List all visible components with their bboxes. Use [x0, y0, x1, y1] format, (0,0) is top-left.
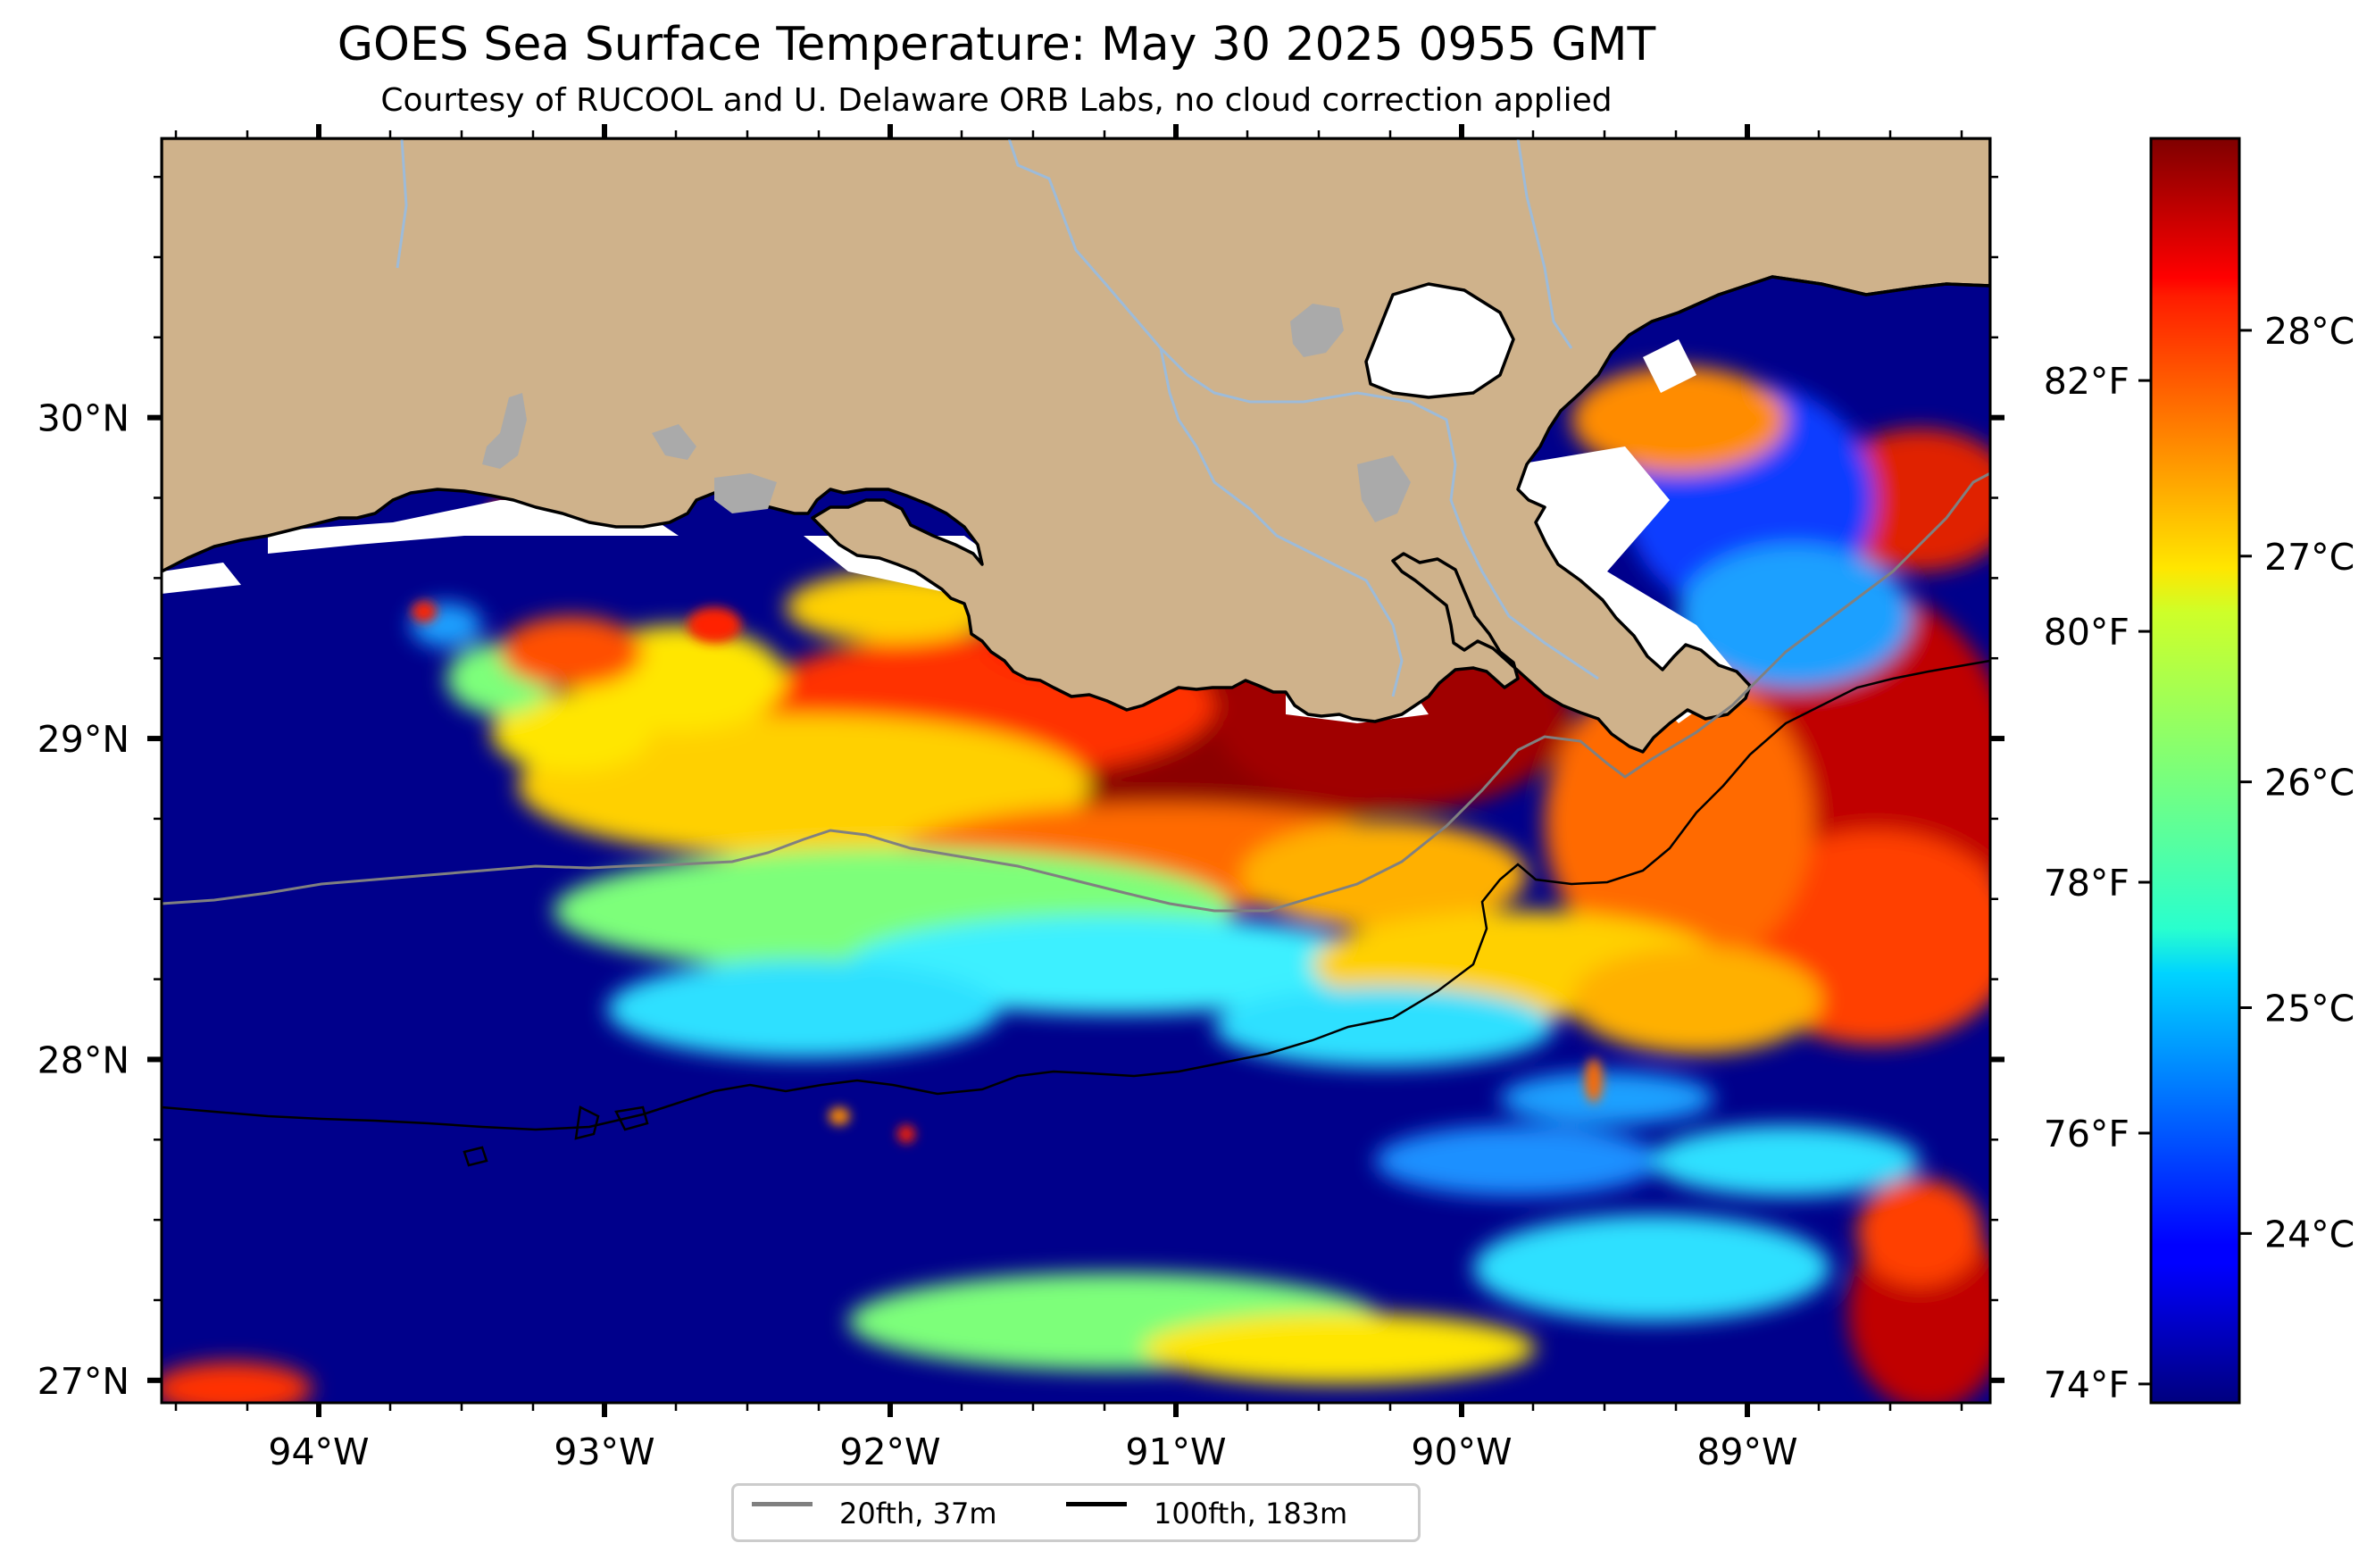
- fahrenheit-tick-label: 78°F: [2044, 862, 2129, 905]
- legend-line-20fth: [752, 1502, 813, 1506]
- legend-line-100fth: [1066, 1502, 1127, 1506]
- sst-map: [162, 138, 1990, 1403]
- map-frame: [160, 137, 1992, 1405]
- lon-tick-label: 92°W: [839, 1430, 940, 1473]
- lon-tick-label: 91°W: [1125, 1430, 1226, 1473]
- fahrenheit-tick-label: 82°F: [2044, 360, 2129, 403]
- celsius-tick-label: 28°C: [2264, 310, 2354, 353]
- lake-pontchartrain-area: [1364, 282, 1515, 399]
- axis-ticks: [147, 124, 2004, 1417]
- isobath-100fth: [162, 659, 1990, 1167]
- fahrenheit-tick-label: 76°F: [2044, 1113, 2129, 1155]
- lon-tick-label: 89°W: [1696, 1430, 1797, 1473]
- fahrenheit-tick-label: 74°F: [2044, 1364, 2129, 1406]
- lon-tick-label: 90°W: [1411, 1430, 1512, 1473]
- legend-label-20fth: 20fth, 37m: [839, 1497, 997, 1530]
- coastline-louisiana: [162, 138, 1990, 754]
- colorbar-gradient: [2149, 137, 2241, 1405]
- fahrenheit-ticks: 74°F 76°F 78°F 80°F 82°F: [2044, 360, 2151, 1406]
- isobath-20fth: [162, 471, 1990, 913]
- legend-label-100fth: 100fth, 183m: [1154, 1497, 1348, 1530]
- lat-tick-label: 30°N: [38, 397, 129, 440]
- celsius-tick-label: 24°C: [2264, 1213, 2354, 1255]
- map-subtitle: Courtesy of RUCOOL and U. Delaware ORB L…: [380, 82, 1613, 119]
- fahrenheit-tick-label: 80°F: [2044, 611, 2129, 654]
- celsius-tick-label: 25°C: [2264, 988, 2354, 1030]
- longitude-labels: 94°W 93°W 92°W 91°W 90°W 89°W: [268, 1430, 1797, 1473]
- lon-tick-label: 93°W: [554, 1430, 654, 1473]
- lat-tick-label: 29°N: [38, 718, 129, 761]
- celsius-tick-label: 27°C: [2264, 536, 2354, 579]
- lat-tick-label: 27°N: [38, 1360, 129, 1403]
- rivers: [396, 138, 1599, 697]
- lakes: [482, 304, 1411, 522]
- celsius-tick-label: 26°C: [2264, 762, 2354, 805]
- colorbar: 24°C 25°C 26°C 27°C 28°C 74°F 76°F 78°F 80°F 82°…: [2044, 137, 2354, 1406]
- isobath-legend: 20fth, 37m 100fth, 183m: [731, 1483, 1421, 1542]
- coastline-mississippi: [1651, 138, 1990, 323]
- celsius-ticks: 24°C 25°C 26°C 27°C 28°C: [2239, 310, 2354, 1255]
- latitude-labels: 30°N 29°N 28°N 27°N: [38, 397, 129, 1403]
- lat-tick-label: 28°N: [38, 1038, 129, 1081]
- land: [162, 138, 1990, 754]
- lon-tick-label: 94°W: [268, 1430, 369, 1473]
- map-title: GOES Sea Surface Temperature: May 30 202…: [337, 18, 1656, 71]
